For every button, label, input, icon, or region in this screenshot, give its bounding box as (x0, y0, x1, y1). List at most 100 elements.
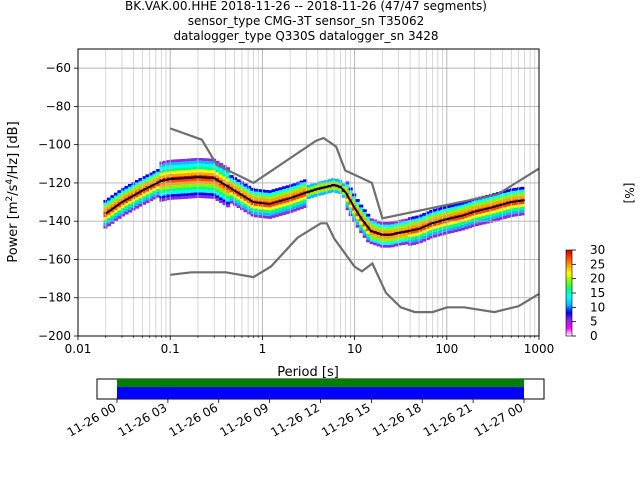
heatmap-cell (222, 202, 227, 206)
heatmap-cell (506, 215, 511, 218)
heatmap-cell (254, 211, 259, 215)
heatmap-cell (264, 204, 269, 208)
availability-tick-label: 11-26 12 (268, 400, 322, 439)
heatmap-cell (208, 195, 213, 199)
heatmap-cell (229, 183, 234, 187)
heatmap-cell (215, 195, 220, 199)
heatmap-cell (176, 196, 182, 200)
heatmap-cell (310, 183, 315, 187)
heatmap-cell (208, 187, 213, 191)
heatmap-cell (432, 234, 437, 238)
heatmap-cell (117, 216, 122, 219)
heatmap-cell (236, 185, 241, 188)
heatmap-cell (250, 202, 255, 206)
heatmap-cell (285, 211, 290, 214)
heatmap-cell (180, 190, 185, 194)
heatmap-cell (387, 242, 392, 245)
y-tick-label: −180 (38, 291, 71, 305)
heatmap-cell (411, 216, 416, 220)
heatmap-cell (485, 209, 490, 213)
heatmap-cell (106, 203, 112, 207)
heatmap-cell (443, 208, 448, 212)
heatmap-cell (359, 221, 364, 225)
heatmap-cell (282, 203, 287, 207)
heatmap-cell (502, 210, 507, 214)
heatmap-cell (247, 211, 252, 215)
heatmap-cell (138, 201, 143, 204)
heatmap-cell (215, 172, 220, 176)
heatmap-cell (499, 199, 504, 203)
heatmap-cell (219, 168, 224, 172)
heatmap-cell (460, 204, 465, 208)
heatmap-cell (383, 239, 388, 242)
heatmap-cell (127, 183, 133, 187)
heatmap-cell (194, 166, 199, 170)
heatmap-cell (345, 207, 350, 211)
heatmap-cell (411, 239, 416, 243)
heatmap-cell (327, 179, 332, 182)
heatmap-cell (215, 169, 220, 173)
heatmap-cell (513, 213, 518, 217)
heatmap-cell (492, 213, 497, 217)
heatmap-cell (303, 205, 308, 208)
heatmap-cell (173, 173, 178, 177)
heatmap-cell (110, 218, 115, 221)
heatmap-cell (394, 229, 399, 233)
heatmap-cell (327, 187, 332, 191)
heatmap-cell (145, 182, 150, 186)
heatmap-cell (222, 199, 227, 203)
heatmap-cell (436, 213, 441, 217)
heatmap-cell (401, 236, 406, 240)
heatmap-cell (345, 187, 350, 191)
heatmap-cell (120, 193, 126, 197)
heatmap-cell (226, 193, 231, 196)
heatmap-cell (457, 228, 462, 232)
heatmap-cell (411, 236, 416, 240)
heatmap-cell (190, 186, 196, 190)
heatmap-cell (271, 209, 276, 213)
heatmap-cell (376, 243, 381, 247)
heatmap-cell (205, 164, 210, 167)
heatmap-cell (208, 172, 213, 176)
heatmap-cell (446, 213, 451, 217)
heatmap-cell (355, 222, 360, 225)
heatmap-cell (261, 198, 266, 201)
heatmap-cell (331, 189, 336, 193)
heatmap-cell (261, 215, 266, 219)
heatmap-cell (502, 204, 507, 208)
heatmap-cell (390, 235, 395, 239)
heatmap-cell (275, 196, 280, 200)
heatmap-cell (268, 193, 273, 196)
heatmap-cell (506, 197, 511, 201)
heatmap-cell (176, 162, 182, 165)
heatmap-cell (376, 226, 381, 230)
heatmap-cell (506, 206, 511, 210)
heatmap-cell (243, 209, 248, 213)
heatmap-cell (187, 167, 192, 170)
heatmap-cell (285, 188, 290, 191)
heatmap-cell (268, 210, 273, 214)
heatmap-cell (233, 191, 238, 195)
heatmap-cell (443, 223, 448, 227)
heatmap-cell (278, 207, 283, 211)
heatmap-cell (436, 228, 441, 231)
heatmap-cell (254, 205, 259, 209)
heatmap-cell (176, 167, 182, 171)
availability-tick-label: 11-26 09 (217, 400, 271, 439)
heatmap-cell (387, 227, 392, 231)
heatmap-cell (404, 227, 409, 231)
heatmap-cell (183, 170, 189, 174)
heatmap-cell (285, 193, 290, 197)
heatmap-cell (460, 227, 465, 231)
heatmap-cell (296, 207, 301, 211)
heatmap-cell (418, 217, 423, 221)
heatmap-cell (275, 191, 280, 194)
heatmap-cell (215, 175, 220, 178)
heatmap-cell (359, 224, 364, 228)
heatmap-cell (513, 207, 518, 211)
heatmap-cell (261, 192, 266, 196)
heatmap-cell (261, 195, 266, 199)
heatmap-cell (520, 212, 525, 216)
heatmap-cell (390, 230, 395, 233)
